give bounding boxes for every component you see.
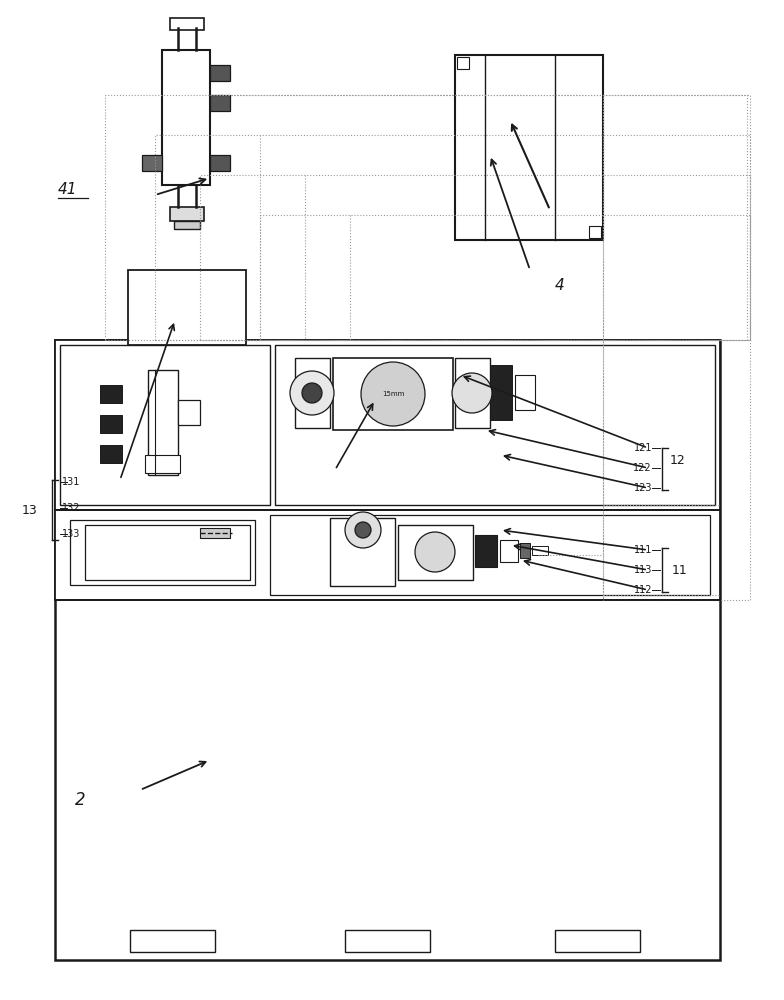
Bar xyxy=(170,207,204,221)
Text: 133: 133 xyxy=(62,529,81,539)
Bar xyxy=(170,18,204,30)
Bar xyxy=(603,95,750,600)
Bar xyxy=(555,930,640,952)
Bar xyxy=(148,370,178,475)
Text: 113: 113 xyxy=(633,565,652,575)
Bar xyxy=(70,520,255,585)
Bar xyxy=(100,385,122,403)
Bar xyxy=(260,215,750,340)
Bar xyxy=(333,358,453,430)
Text: 121: 121 xyxy=(633,443,652,453)
Text: 122: 122 xyxy=(633,463,652,473)
Text: 11: 11 xyxy=(672,564,688,576)
Bar xyxy=(398,525,473,580)
Text: 41: 41 xyxy=(58,182,78,198)
Bar xyxy=(162,50,210,185)
Bar xyxy=(210,155,230,171)
Bar xyxy=(145,455,180,473)
Bar xyxy=(270,515,710,595)
Text: 2: 2 xyxy=(75,791,85,809)
Text: 12: 12 xyxy=(670,454,686,466)
Text: 15mm: 15mm xyxy=(382,391,405,397)
Bar xyxy=(128,270,246,345)
Bar xyxy=(60,345,270,505)
Text: 112: 112 xyxy=(633,585,652,595)
Bar xyxy=(532,546,548,555)
Bar xyxy=(210,95,230,111)
Bar xyxy=(330,518,395,586)
Bar xyxy=(55,340,720,510)
Bar xyxy=(130,930,215,952)
Bar xyxy=(85,525,250,580)
Bar xyxy=(174,221,200,229)
Bar xyxy=(142,155,162,171)
Bar xyxy=(520,543,530,558)
Bar xyxy=(55,340,720,960)
Text: 13: 13 xyxy=(22,504,38,516)
Bar xyxy=(295,358,330,428)
Bar xyxy=(589,226,601,238)
Bar xyxy=(105,95,747,340)
Circle shape xyxy=(361,362,425,426)
Text: 132: 132 xyxy=(62,503,81,513)
Bar xyxy=(178,400,200,425)
Circle shape xyxy=(452,373,492,413)
Circle shape xyxy=(302,383,322,403)
Circle shape xyxy=(345,512,381,548)
Bar xyxy=(100,415,122,433)
Bar xyxy=(55,510,720,600)
Bar xyxy=(515,375,535,410)
Circle shape xyxy=(355,522,371,538)
Bar xyxy=(345,930,430,952)
Bar xyxy=(500,540,518,562)
Bar xyxy=(455,358,490,428)
Bar xyxy=(457,57,469,69)
Text: 111: 111 xyxy=(633,545,652,555)
Circle shape xyxy=(415,532,455,572)
Text: 131: 131 xyxy=(62,477,81,487)
Bar xyxy=(100,445,122,463)
Bar xyxy=(475,535,497,567)
Text: 123: 123 xyxy=(633,483,652,493)
Bar xyxy=(200,528,230,538)
Bar xyxy=(490,365,512,420)
Bar xyxy=(455,55,603,240)
Text: 4: 4 xyxy=(555,277,564,292)
Bar xyxy=(200,175,750,340)
Bar xyxy=(155,135,750,340)
Bar xyxy=(275,345,715,505)
Circle shape xyxy=(290,371,334,415)
Bar xyxy=(210,65,230,81)
